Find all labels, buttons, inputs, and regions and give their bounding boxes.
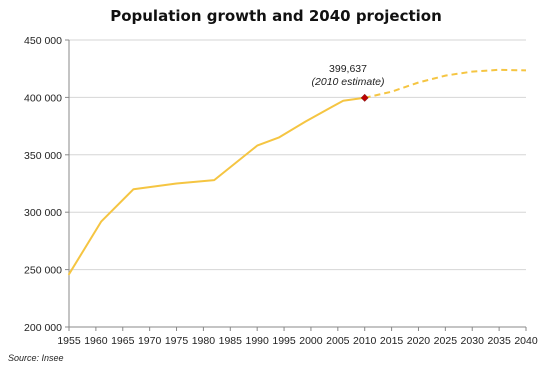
x-tick-label: 2010 xyxy=(353,335,377,347)
x-tick-label: 2000 xyxy=(299,335,323,347)
markers xyxy=(360,93,369,102)
annotation-value: 399,637 xyxy=(329,63,367,75)
x-tick-label: 1975 xyxy=(165,335,189,347)
y-axis-tick-labels: 200 000 250 000 300 000 350 000 400 000 450 0… xyxy=(24,35,62,334)
x-tick-label: 2035 xyxy=(487,335,511,347)
annotation-note: (2010 estimate) xyxy=(312,76,385,88)
x-tick-label: 1955 xyxy=(57,335,81,347)
axes xyxy=(65,39,527,331)
y-tick-label: 350 000 xyxy=(24,150,62,162)
y-gridlines xyxy=(69,39,526,271)
x-tick-label: 1965 xyxy=(111,335,135,347)
chart-title: Population growth and 2040 projection xyxy=(110,7,442,25)
x-tick-label: 2015 xyxy=(380,335,404,347)
x-tick-label: 2030 xyxy=(461,335,485,347)
x-tick-label: 1970 xyxy=(138,335,162,347)
series-lines xyxy=(68,68,527,276)
x-tick-label: 2005 xyxy=(326,335,350,347)
x-tick-label: 2040 xyxy=(514,335,538,347)
x-tick-label: 2020 xyxy=(407,335,431,347)
y-tick-label: 200 000 xyxy=(24,322,62,334)
x-tick-label: 1985 xyxy=(219,335,243,347)
estimate-marker xyxy=(360,93,369,102)
x-tick-label: 1960 xyxy=(84,335,108,347)
x-axis-tick-labels: 1955 1960 1965 1970 1975 1980 1985 1990 1995 2000… xyxy=(57,335,538,347)
historical-line xyxy=(68,96,366,276)
x-tick-label: 1980 xyxy=(192,335,216,347)
y-tick-label: 250 000 xyxy=(24,265,62,277)
source-note: Source: Insee xyxy=(8,353,64,363)
y-tick-label: 400 000 xyxy=(24,92,62,104)
x-tick-label: 1995 xyxy=(272,335,296,347)
projection-line xyxy=(364,68,527,99)
x-tick-label: 1990 xyxy=(245,335,269,347)
y-tick-label: 450 000 xyxy=(24,35,62,47)
x-tick-label: 2025 xyxy=(434,335,458,347)
y-tick-label: 300 000 xyxy=(24,207,62,219)
